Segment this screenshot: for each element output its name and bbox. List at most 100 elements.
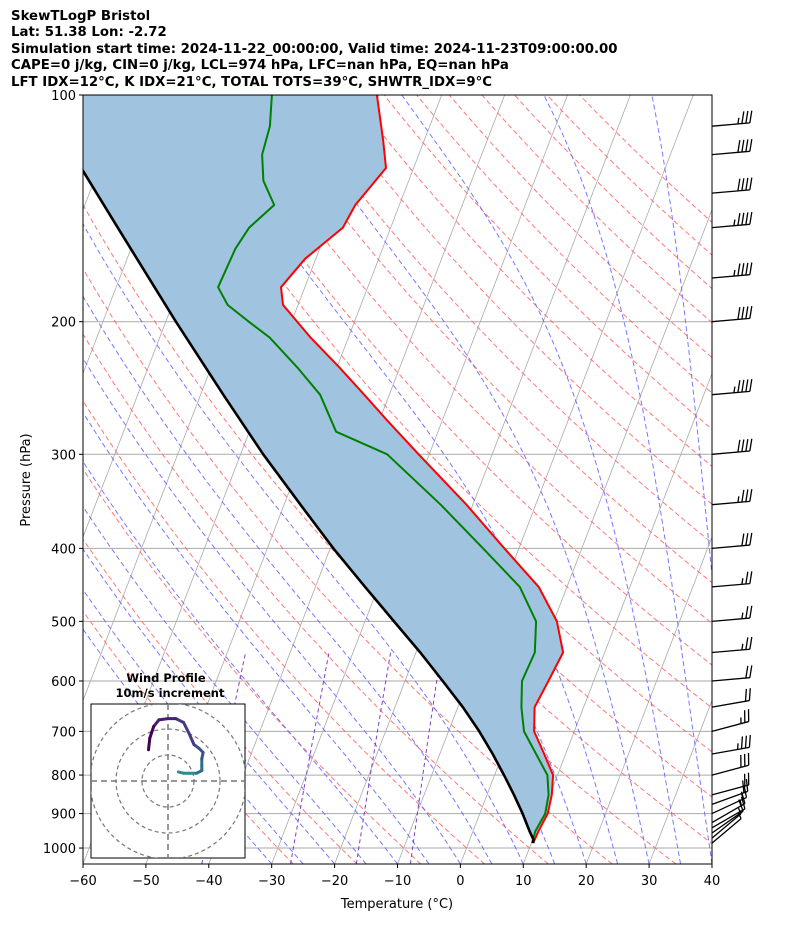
barb-shaft [711,746,750,755]
moist-adiabat [185,95,619,864]
cin-shading [83,95,564,844]
hodograph-trace [157,717,170,722]
dry-adiabat [188,95,712,666]
y-tick-label: 100 [51,89,76,104]
y-tick-label: 500 [51,615,76,630]
mixing-ratio-line [201,652,247,864]
x-tick-label: 0 [456,874,464,889]
barb-flag [744,688,748,702]
barb-flag [741,439,745,452]
dry-adiabat [220,95,712,625]
y-tick-label: 800 [51,769,76,784]
barb-half-flag [733,219,736,226]
x-tick-label: −30 [258,874,285,889]
wind-barb [711,138,753,156]
y-tick-label: 600 [51,675,76,690]
barb-flag [745,439,749,452]
barb-half-flag [741,612,744,619]
profile-lines [83,95,565,844]
barb-flag [749,489,753,502]
y-tick-label: 200 [51,316,76,331]
wind-barb [711,379,753,396]
mixing-ratio-line [355,652,392,864]
wind-barb [711,571,753,588]
moist-adiabat [401,95,681,864]
barb-shaft [711,317,750,323]
dry-adiabat [383,95,712,430]
barb-shaft [711,274,750,279]
barb-shaft [711,150,750,156]
moist-adiabat [278,95,650,864]
barb-flag [745,379,749,392]
barb-flag [745,212,749,225]
x-tick-label: 20 [578,874,595,889]
barb-flag [749,306,753,319]
barb-shaft [711,223,750,229]
dry-adiabat [155,95,712,709]
wind-barb [711,306,753,323]
barb-shaft [711,617,750,623]
barb-flag [741,306,745,320]
barb-shaft [711,784,749,796]
moist-adiabat [83,357,461,864]
barb-flag [741,533,745,546]
x-tick-label: −20 [321,874,348,889]
barb-shaft [711,808,746,829]
barb-shaft [711,544,750,550]
barb-flag [749,110,753,123]
barb-shaft [711,500,750,506]
barb-flag [749,177,753,190]
dry-adiabat [579,95,712,223]
isotherm--20 [334,95,631,864]
x-axis-label: Temperature (°C) [340,897,453,912]
dry-adiabat [83,468,422,864]
barb-half-flag [737,496,740,503]
moist-adiabat [83,460,398,864]
barb-half-flag [741,643,744,651]
wind-barb [711,636,753,654]
dry-adiabat [83,400,485,864]
barb-flag [749,211,753,225]
y-tick-label: 300 [51,448,76,463]
moist-adiabat [83,588,304,864]
temperature-line [280,95,565,844]
wind-barbs [711,110,753,844]
barb-flag [737,213,741,226]
barb-flag [749,438,753,452]
barb-flag [737,307,741,320]
barb-flag [737,263,741,276]
x-tick-label: 30 [641,874,658,889]
moist-adiabat [83,222,524,864]
barb-flag [743,785,748,798]
wind-barb [711,772,750,796]
moist-adiabat [83,548,335,864]
barb-flag [749,605,753,619]
y-tick-label: 700 [51,725,76,740]
moist-adiabat [83,295,493,864]
y-tick-label: 1000 [43,842,76,857]
barb-flag [745,262,749,276]
hodograph-subtitle: 10m/s increment [116,686,225,700]
barb-flag [737,140,741,153]
barb-shaft [711,720,749,733]
barb-shaft [711,790,748,805]
barb-flag [737,439,741,453]
barb-flag [745,665,749,679]
barb-flag [745,637,749,650]
barb-flag [749,262,753,275]
barb-shaft [711,677,750,682]
isotherm-20 [585,535,712,864]
time-line: Simulation start time: 2024-11-22_00:00:… [11,41,618,57]
barb-flag [749,532,753,546]
dry-adiabat [514,95,712,290]
barb-flag [745,306,749,319]
barb-flag [741,379,745,393]
isotherm-10 [522,372,712,864]
wind-barb [711,177,753,194]
barb-shaft [711,450,750,455]
wind-barb [711,438,753,455]
barb-flag [749,138,753,152]
x-tick-label: 10 [515,874,532,889]
barb-flag [749,665,753,678]
